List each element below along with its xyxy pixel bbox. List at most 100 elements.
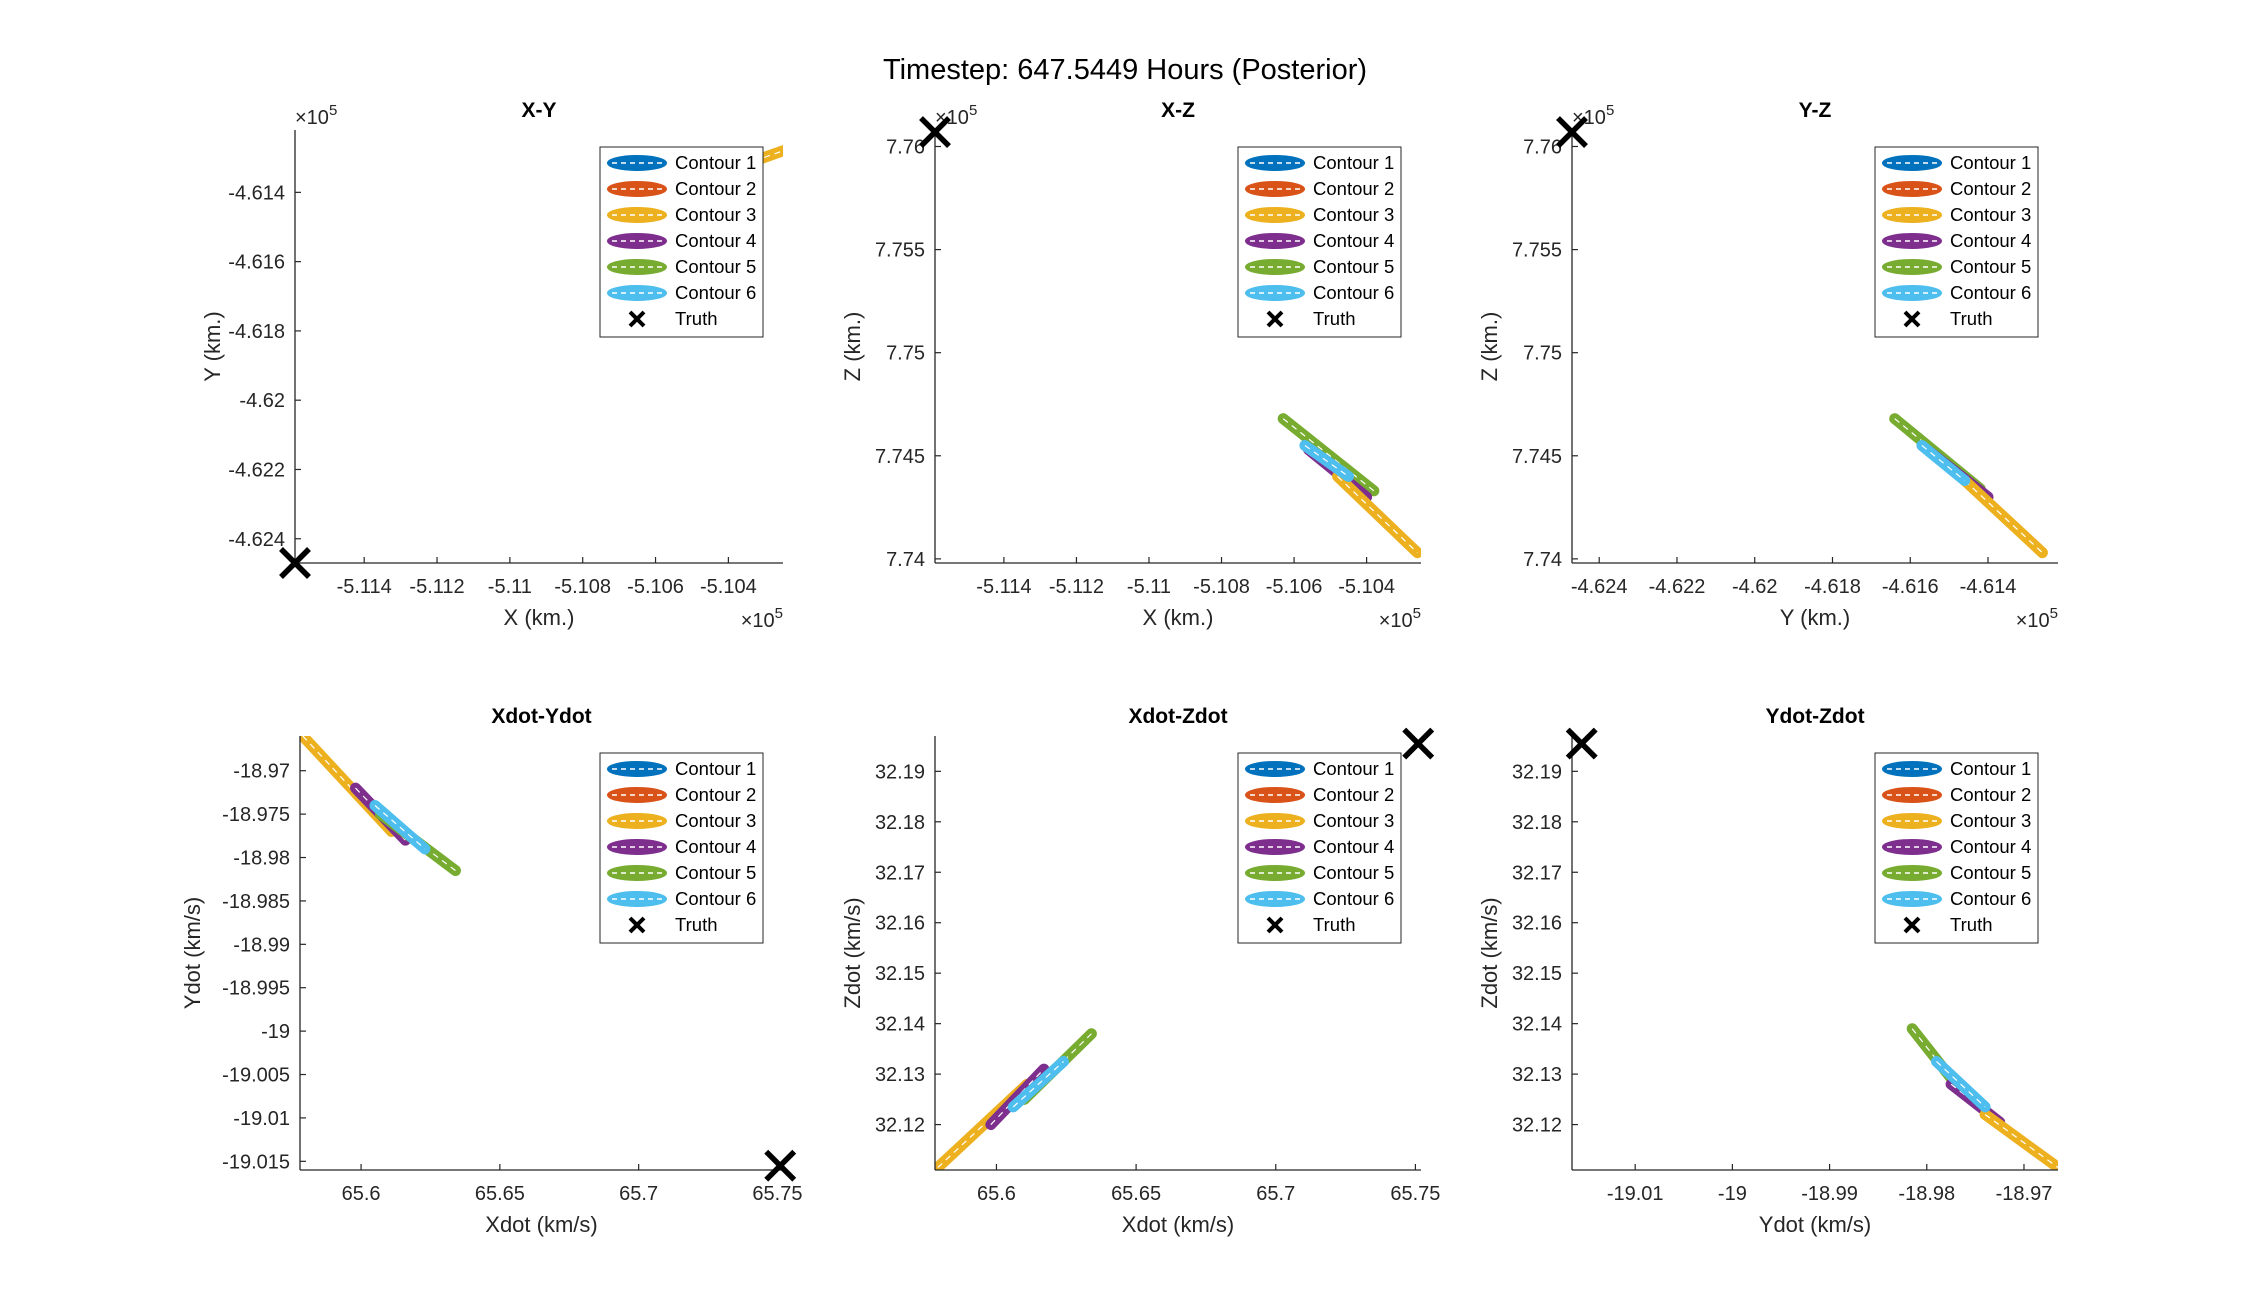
- legend-entry-label: Contour 6: [675, 888, 756, 909]
- y-tick-label: 32.18: [1512, 812, 1562, 834]
- x-axis-label: Ydot (km/s): [1759, 1212, 1871, 1237]
- legend-swatch-icon: [1882, 285, 1942, 301]
- legend-box: [1874, 752, 2039, 944]
- legend: Contour 1 Contour 2 Contour 3 Contour 4 Cont…: [1237, 752, 1402, 944]
- legend-swatch-icon: [607, 813, 667, 829]
- truth-marker-x-icon: [1556, 116, 1588, 149]
- legend-entry-label: Contour 5: [1950, 256, 2031, 277]
- legend-entry-label: Contour 4: [1313, 836, 1394, 857]
- legend: Contour 1 Contour 2 Contour 3 Contour 4 Cont…: [1874, 146, 2039, 338]
- x-tick-label: -5.112: [409, 576, 464, 598]
- legend-entry-label: Contour 2: [1950, 178, 2031, 199]
- x-tick-label: -5.108: [1193, 576, 1250, 598]
- y-tick-label: 32.12: [875, 1115, 925, 1137]
- x-axis-label: Xdot (km/s): [485, 1212, 597, 1237]
- y-tick-label: -18.99: [233, 934, 290, 956]
- contour-centerline-contour-6: [1936, 1061, 1986, 1108]
- truth-marker-x-icon: [764, 1149, 797, 1182]
- y-tick-label: 32.17: [875, 862, 925, 884]
- series-group: [1889, 413, 2048, 559]
- x-tick-label: -5.114: [337, 576, 392, 598]
- x-tick-label: -19: [1718, 1183, 1747, 1205]
- legend-entry-label: Contour 4: [675, 230, 756, 251]
- legend-swatch-icon: [1882, 891, 1942, 907]
- truth-marker-x-icon: [279, 547, 311, 579]
- legend-swatch-icon: [1882, 761, 1942, 777]
- contour-centerline-contour-6: [1304, 444, 1349, 477]
- legend-entry-label: Truth: [1950, 308, 1993, 329]
- contour-centerline-contour-3: [1964, 480, 2043, 554]
- legend-swatch-icon: [607, 285, 667, 301]
- legend-entry-label: Truth: [675, 914, 718, 935]
- legend-entry-label: Contour 5: [1313, 862, 1394, 883]
- y-tick-label: -4.62: [239, 390, 285, 412]
- x-axis-label: X (km.): [504, 605, 575, 630]
- legend-entry-label: Contour 1: [675, 758, 756, 779]
- legend-entry-label: Contour 5: [1313, 256, 1394, 277]
- legend-entry-label: Contour 2: [675, 784, 756, 805]
- legend-entry-label: Contour 2: [1313, 178, 1394, 199]
- x-tick-label: -18.99: [1801, 1183, 1858, 1205]
- x-exponent-label: ×105: [741, 605, 783, 632]
- x-tick-label: 65.6: [342, 1183, 381, 1205]
- legend-swatch-icon: [1245, 787, 1305, 803]
- legend-swatch-icon: [607, 891, 667, 907]
- legend-entry-label: Contour 2: [675, 178, 756, 199]
- x-tick-label: -18.98: [1898, 1183, 1955, 1205]
- legend-entry-label: Contour 1: [1313, 152, 1394, 173]
- x-tick-label: 65.7: [1256, 1183, 1295, 1205]
- y-tick-label: 7.74: [886, 549, 925, 571]
- y-tick-label: 7.74: [1523, 549, 1562, 571]
- y-axis-label: Y (km.): [200, 311, 225, 381]
- y-tick-label: -4.624: [228, 529, 285, 551]
- y-exponent-label: ×105: [295, 102, 337, 129]
- y-tick-label: 32.13: [1512, 1064, 1562, 1086]
- subplot-title: Xdot-Zdot: [1128, 705, 1227, 728]
- subplot-x-y: -5.114 -5.112 -5.11 -5.108 -5.106 -5.104 -4.62…: [200, 99, 783, 632]
- legend-entry-label: Contour 4: [1950, 230, 2031, 251]
- x-axis-label: Xdot (km/s): [1122, 1212, 1234, 1237]
- x-tick-label: -4.62: [1732, 576, 1778, 598]
- y-tick-label: 32.19: [875, 761, 925, 783]
- subplot-xdot-zdot: 65.6 65.65 65.7 65.75 32.12 32.13 32.14 32.15 32…: [840, 705, 1440, 1237]
- x-exponent-label: ×105: [2016, 605, 2058, 632]
- y-tick-label: 32.19: [1512, 761, 1562, 783]
- x-exponent-label: ×105: [1379, 605, 1421, 632]
- legend-entry-label: Contour 3: [1313, 204, 1394, 225]
- x-axis-label: X (km.): [1143, 605, 1214, 630]
- legend-entry-label: Contour 1: [1950, 152, 2031, 173]
- legend-truth-x-icon: [1903, 916, 1921, 934]
- legend-swatch-icon: [1245, 233, 1305, 249]
- legend-entry-label: Contour 5: [675, 862, 756, 883]
- y-tick-label: -4.618: [228, 321, 285, 343]
- legend-swatch-icon: [607, 207, 667, 223]
- legend-swatch-icon: [1882, 813, 1942, 829]
- legend-entry-label: Truth: [1313, 308, 1356, 329]
- legend-swatch-icon: [1245, 839, 1305, 855]
- legend: Contour 1 Contour 2 Contour 3 Contour 4 Cont…: [1237, 146, 1402, 338]
- legend-swatch-icon: [1882, 259, 1942, 275]
- legend-entry-label: Contour 6: [1313, 282, 1394, 303]
- y-tick-label: 32.12: [1512, 1115, 1562, 1137]
- x-tick-label: -4.622: [1649, 576, 1706, 598]
- y-tick-label: -18.995: [222, 978, 290, 1000]
- x-tick-label: 65.65: [1111, 1183, 1161, 1205]
- subplot-title: X-Y: [521, 99, 556, 122]
- contour-centerline-contour-3: [1337, 475, 1418, 554]
- x-tick-label: -5.106: [627, 576, 684, 598]
- x-tick-label: -5.108: [554, 576, 611, 598]
- legend-swatch-icon: [1245, 155, 1305, 171]
- y-tick-label: 32.15: [875, 963, 925, 985]
- figure-title: Timestep: 647.5449 Hours (Posterior): [883, 54, 1367, 86]
- legend-swatch-icon: [1882, 233, 1942, 249]
- y-tick-label: 7.745: [875, 446, 925, 468]
- legend-entry-label: Contour 3: [675, 204, 756, 225]
- contour-centerline-contour-3: [1984, 1114, 2058, 1168]
- legend-swatch-icon: [1882, 207, 1942, 223]
- legend-swatch-icon: [1245, 813, 1305, 829]
- y-tick-label: 7.755: [875, 240, 925, 262]
- legend-swatch-icon: [607, 181, 667, 197]
- legend-swatch-icon: [607, 787, 667, 803]
- y-tick-label: -18.97: [233, 761, 290, 783]
- legend-truth-x-icon: [1266, 916, 1284, 934]
